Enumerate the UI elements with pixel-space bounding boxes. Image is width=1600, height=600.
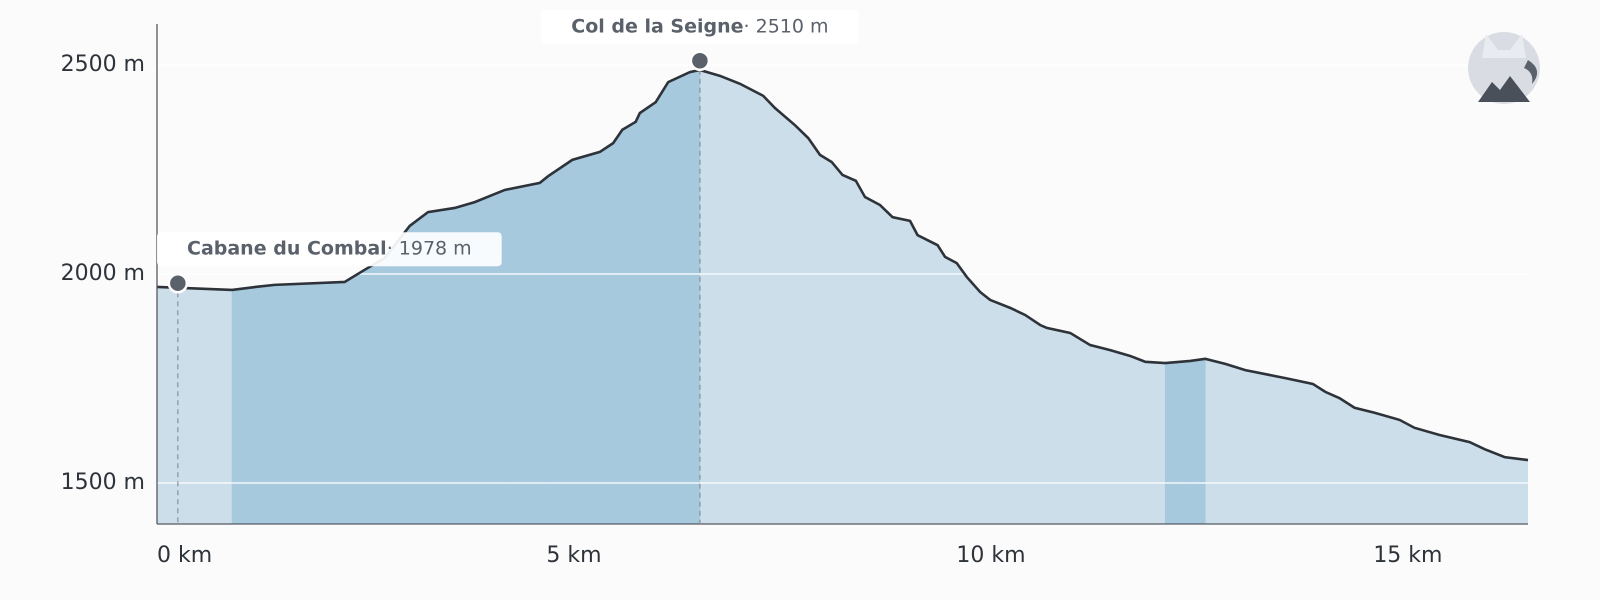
ascent-shade bbox=[655, 81, 669, 525]
ascent-shade bbox=[344, 269, 365, 525]
ascent-shade bbox=[667, 71, 691, 525]
annotation-value: · 1978 m bbox=[387, 238, 472, 260]
annotation-marker bbox=[167, 272, 189, 294]
elevation-line bbox=[156, 68, 1529, 462]
ascent-shade bbox=[231, 286, 256, 525]
annotation-name: Col de la Seigne bbox=[571, 15, 743, 37]
ascent-shade bbox=[599, 142, 614, 525]
y-tick-label: 2500 m bbox=[61, 52, 145, 77]
logo-tail bbox=[1524, 60, 1538, 84]
logo-ears bbox=[1482, 34, 1526, 58]
ascent-shade bbox=[622, 121, 636, 525]
ascent-shade bbox=[572, 151, 601, 525]
ascent-shade bbox=[639, 101, 656, 525]
annotation-marker bbox=[689, 50, 711, 72]
ascent-shade bbox=[364, 257, 385, 525]
ascent-shade bbox=[504, 182, 541, 525]
annotation-label: Cabane du Combal · 1978 m bbox=[157, 232, 502, 267]
annotation-value: · 2510 m bbox=[744, 15, 829, 37]
annotation-label: Col de la Seigne · 2510 m bbox=[541, 9, 859, 44]
ascent-shade bbox=[274, 281, 345, 525]
ascent-shade bbox=[255, 284, 275, 525]
ascent-shade bbox=[1189, 358, 1206, 525]
annotation-box bbox=[157, 232, 502, 267]
ascent-shade bbox=[384, 225, 410, 525]
ascent-shade bbox=[547, 159, 573, 525]
x-tick-label: 5 km bbox=[546, 543, 601, 568]
x-tick-label: 10 km bbox=[956, 543, 1025, 568]
annotation-box bbox=[541, 9, 859, 44]
ascent-shade bbox=[689, 69, 701, 525]
y-tick-label: 1500 m bbox=[61, 470, 145, 495]
x-tick-label: 0 km bbox=[157, 543, 212, 568]
ascent-shade bbox=[1164, 360, 1191, 525]
x-tick-label: 15 km bbox=[1373, 543, 1442, 568]
ascent-shade bbox=[635, 112, 641, 525]
ascent-shade bbox=[539, 175, 549, 525]
logo-mountains bbox=[1478, 76, 1530, 102]
logo bbox=[1468, 32, 1540, 104]
ascent-shade bbox=[612, 128, 623, 525]
y-tick-label: 2000 m bbox=[61, 261, 145, 286]
annotation-name: Cabane du Combal bbox=[187, 238, 387, 260]
